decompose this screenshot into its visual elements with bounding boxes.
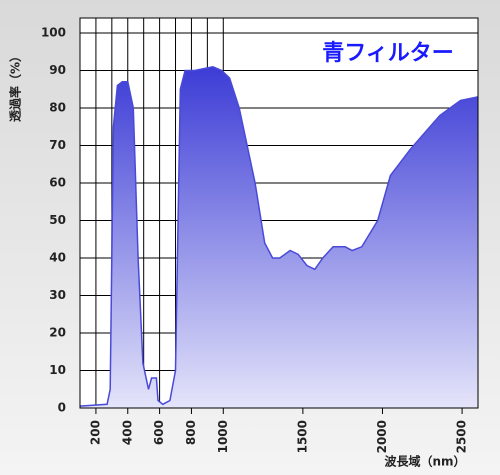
y-tick-label: 50: [49, 213, 66, 227]
y-axis-label: 透過率（%）: [8, 50, 23, 122]
x-tick-label: 2500: [455, 420, 469, 453]
y-tick-label: 60: [49, 176, 66, 190]
x-axis-label: 波長域（nm）: [384, 454, 465, 469]
x-tick-label: 1500: [295, 420, 309, 453]
x-tick-label: 400: [120, 420, 134, 445]
plot-border: [79, 17, 479, 409]
x-tick-label: 600: [152, 420, 166, 445]
x-tick-label: 2000: [375, 420, 389, 453]
y-tick-label: 20: [49, 326, 66, 340]
y-tick-label: 0: [58, 401, 66, 415]
y-tick-label: 70: [49, 138, 66, 152]
y-tick-label: 40: [49, 251, 66, 265]
line: [79, 66, 479, 407]
chart-title: 青フィルター: [322, 41, 454, 66]
y-tick-label: 10: [49, 363, 66, 377]
y-tick-label: 100: [41, 26, 66, 40]
x-tick-label: 1000: [216, 420, 230, 453]
x-tick-label: 800: [184, 420, 198, 445]
y-tick-label: 80: [49, 101, 66, 115]
title-box: [310, 36, 468, 70]
y-tick-label: 30: [49, 288, 66, 302]
x-tick-label: 200: [88, 420, 102, 445]
y-tick-label: 90: [49, 63, 66, 77]
